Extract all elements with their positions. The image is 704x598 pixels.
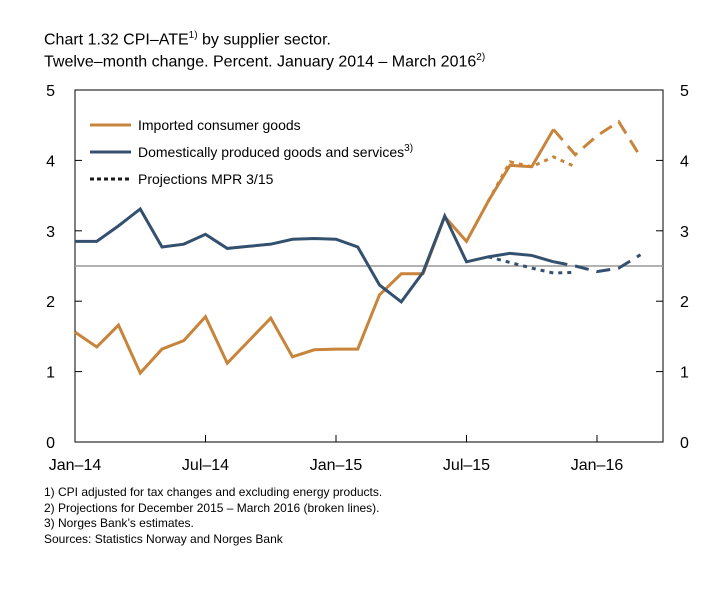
y-tick-label-right: 2 bbox=[680, 294, 689, 311]
legend-label: Projections MPR 3/15 bbox=[138, 171, 274, 187]
chart-title: Chart 1.32 CPI–ATE1) by supplier sector. bbox=[44, 30, 331, 49]
footnotes: 1) CPI adjusted for tax changes and excl… bbox=[44, 485, 382, 547]
series-line-1 bbox=[75, 206, 554, 305]
x-tick-label: Jan–14 bbox=[49, 457, 102, 474]
sources: Sources: Statistics Norway and Norges Ba… bbox=[44, 531, 283, 546]
legend-label: Domestically produced goods and services… bbox=[138, 143, 413, 160]
x-tick-label: Jan–16 bbox=[571, 457, 624, 474]
y-tick-label-left: 2 bbox=[46, 294, 55, 311]
legend-label: Imported consumer goods bbox=[138, 117, 301, 133]
y-tick-label-right: 1 bbox=[680, 365, 689, 382]
x-tick-label: Jan–15 bbox=[310, 457, 363, 474]
chart-subtitle: Twelve–month change. Percent. January 20… bbox=[44, 52, 486, 71]
projection-mpr-line-domestic bbox=[487, 255, 576, 275]
y-tick-label-right: 0 bbox=[680, 435, 689, 452]
x-tick-label: Jul–15 bbox=[443, 457, 490, 474]
y-tick-label-right: 3 bbox=[680, 224, 689, 241]
footnote: 3) Norges Bank’s estimates. bbox=[44, 516, 194, 530]
series-line-0 bbox=[74, 128, 555, 376]
y-tick-label-left: 5 bbox=[46, 83, 55, 100]
series-projection-line-1 bbox=[553, 253, 642, 274]
y-tick-label-left: 0 bbox=[46, 435, 55, 452]
y-tick-label-right: 5 bbox=[680, 83, 689, 100]
y-tick-label-left: 1 bbox=[46, 365, 55, 382]
footnote: 1) CPI adjusted for tax changes and excl… bbox=[44, 485, 383, 499]
y-tick-label-left: 3 bbox=[46, 224, 55, 241]
y-tick-label-left: 4 bbox=[46, 153, 55, 170]
y-tick-label-right: 4 bbox=[680, 153, 689, 170]
footnote: 2) Projections for December 2015 – March… bbox=[44, 500, 380, 515]
series-projection-line-0 bbox=[552, 119, 642, 158]
x-tick-label: Jul–14 bbox=[182, 457, 229, 474]
